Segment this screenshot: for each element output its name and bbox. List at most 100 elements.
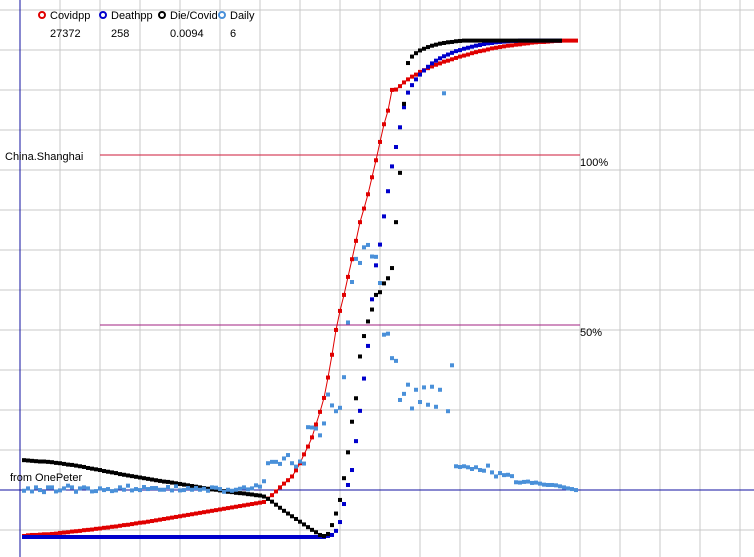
data-point-deathpp [362, 376, 366, 381]
data-point-covidpp [174, 514, 178, 519]
data-point-die-covid [150, 477, 154, 482]
data-point-die-covid [298, 519, 302, 524]
data-point-deathpp [46, 535, 50, 539]
data-point-daily [294, 464, 298, 469]
data-point-deathpp [306, 535, 310, 539]
data-point-covidpp [310, 435, 314, 440]
data-point-covidpp [278, 485, 282, 490]
data-point-die-covid [502, 38, 506, 43]
data-point-die-covid [490, 38, 494, 43]
data-point-daily [366, 242, 370, 247]
data-point-die-covid [146, 476, 150, 481]
data-point-covidpp [474, 50, 478, 55]
data-point-daily [394, 358, 398, 363]
data-point-die-covid [142, 476, 146, 481]
data-point-covidpp [46, 532, 50, 537]
legend-marker-covidpp [38, 11, 46, 19]
data-point-covidpp [98, 526, 102, 531]
data-point-die-covid [90, 466, 94, 471]
data-point-covidpp [202, 510, 206, 515]
data-point-deathpp [186, 535, 190, 539]
data-point-deathpp [114, 535, 118, 539]
data-point-daily [338, 405, 342, 410]
data-point-deathpp [110, 535, 114, 539]
data-point-covidpp [458, 54, 462, 59]
series-die-covid [22, 38, 562, 538]
data-point-daily [302, 461, 306, 466]
data-point-daily [90, 489, 94, 494]
data-point-die-covid [346, 450, 350, 455]
data-point-daily [198, 487, 202, 492]
data-point-deathpp [58, 535, 62, 539]
data-point-deathpp [90, 535, 94, 539]
data-point-deathpp [338, 520, 342, 525]
data-point-deathpp [138, 535, 142, 539]
data-point-daily [546, 482, 550, 487]
data-point-daily [290, 461, 294, 466]
series-layer [22, 38, 578, 539]
data-point-deathpp [182, 535, 186, 539]
data-point-daily [166, 485, 170, 490]
data-point-daily [222, 489, 226, 494]
data-point-covidpp [314, 422, 318, 427]
legend-value-covidpp: 27372 [50, 28, 81, 40]
data-point-deathpp [310, 535, 314, 539]
data-point-deathpp [438, 56, 442, 61]
data-point-deathpp [350, 468, 354, 473]
ref-label-50: 50% [580, 327, 602, 339]
data-point-die-covid [470, 38, 474, 43]
data-point-covidpp [398, 84, 402, 89]
data-point-covidpp [274, 489, 278, 494]
data-point-deathpp [382, 214, 386, 219]
data-point-die-covid [434, 42, 438, 47]
data-point-daily [438, 387, 442, 392]
data-point-covidpp [510, 43, 514, 48]
data-point-die-covid [190, 484, 194, 488]
data-point-daily [206, 488, 210, 493]
data-point-die-covid [62, 461, 66, 466]
data-point-daily [70, 485, 74, 490]
data-point-deathpp [366, 343, 370, 348]
data-point-die-covid [414, 51, 418, 56]
data-point-covidpp [530, 40, 534, 45]
data-point-covidpp [182, 513, 186, 518]
data-point-die-covid [282, 508, 286, 513]
data-point-deathpp [490, 40, 494, 45]
data-point-deathpp [378, 242, 382, 247]
data-point-die-covid [326, 531, 330, 536]
data-point-deathpp [354, 439, 358, 444]
data-point-die-covid [74, 463, 78, 468]
data-point-deathpp [346, 482, 350, 487]
data-point-deathpp [194, 535, 198, 539]
data-point-covidpp [214, 508, 218, 513]
data-point-daily [266, 461, 270, 466]
data-point-die-covid [394, 220, 398, 225]
data-point-die-covid [438, 41, 442, 46]
data-point-covidpp [142, 520, 146, 525]
data-point-daily [410, 406, 414, 411]
data-point-covidpp [258, 500, 262, 505]
series-covidpp [22, 38, 578, 538]
data-point-daily [498, 471, 502, 476]
data-point-deathpp [466, 45, 470, 50]
reference-line-50: 50% [100, 324, 602, 339]
data-point-deathpp [98, 535, 102, 539]
data-point-covidpp [466, 52, 470, 57]
data-point-deathpp [278, 535, 282, 539]
data-point-die-covid [162, 479, 166, 484]
data-point-daily [38, 488, 42, 493]
data-point-daily [258, 484, 262, 489]
data-point-daily [58, 488, 62, 493]
data-point-die-covid [274, 502, 278, 507]
data-point-daily [202, 486, 206, 491]
data-point-covidpp [130, 522, 134, 527]
data-point-daily [126, 483, 130, 488]
data-point-deathpp [402, 105, 406, 110]
data-point-daily [346, 320, 350, 325]
data-point-covidpp [290, 474, 294, 479]
data-point-daily [470, 467, 474, 471]
data-point-deathpp [450, 50, 454, 55]
data-point-deathpp [202, 535, 206, 539]
region-label: China.Shanghai [5, 151, 83, 163]
data-point-daily [286, 453, 290, 458]
